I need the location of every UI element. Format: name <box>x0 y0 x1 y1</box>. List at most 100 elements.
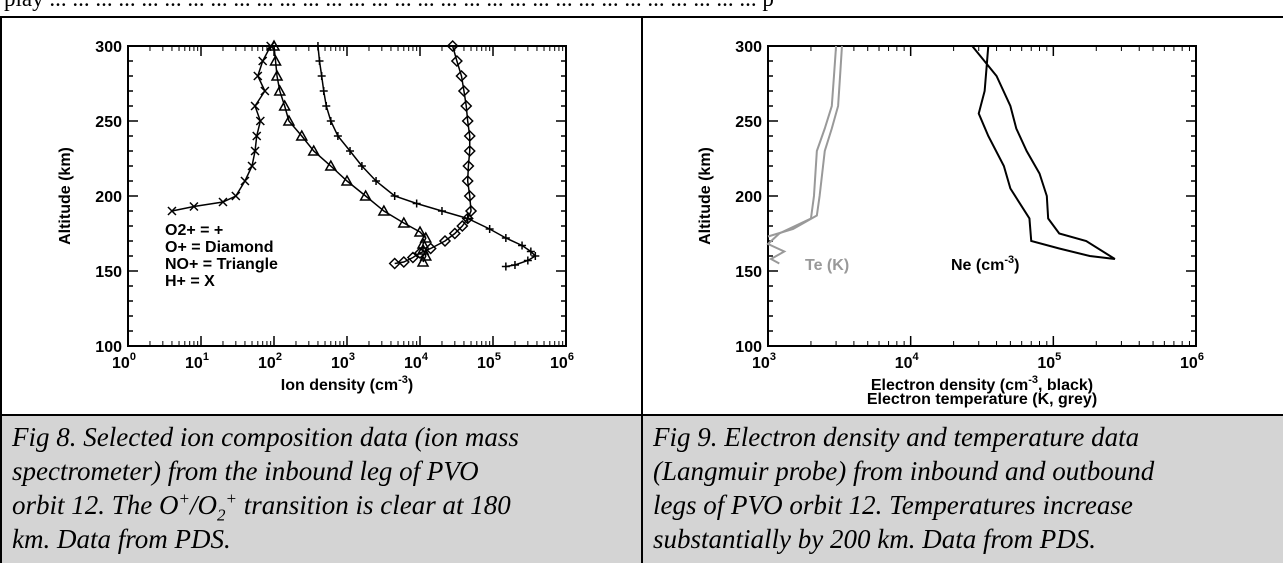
triangle-marker <box>273 84 287 96</box>
diamond-marker <box>450 54 463 68</box>
caption-fig8-line3a: orbit 12. The O <box>12 490 179 520</box>
x-tick-exponent: 6 <box>568 351 574 363</box>
y-tick-label: 100 <box>95 339 122 356</box>
x-tick-label: 104 <box>895 351 920 372</box>
diamond-marker <box>463 129 476 143</box>
triangle-marker <box>413 225 427 237</box>
annotation-ne: Ne (cm-3) <box>951 254 1019 274</box>
table-column-divider <box>641 16 643 563</box>
x-tick-exponent: 6 <box>1198 351 1204 363</box>
caption-fig9-line2: (Langmuir probe) from inbound and outbou… <box>653 456 1155 486</box>
annotation-ne-exp: -3 <box>1004 254 1014 266</box>
x-marker <box>266 41 276 51</box>
legend-entry: H+ = X <box>165 273 215 290</box>
diamond-marker <box>397 255 410 269</box>
y-tick-label: 200 <box>735 189 762 206</box>
legend-entry: O2+ = + <box>165 222 223 239</box>
caption-fig8-line1: Fig 8. Selected ion composition data (io… <box>12 422 519 452</box>
y-tick-label: 300 <box>735 39 762 56</box>
diamond-marker <box>461 174 474 188</box>
x-tick-label: 106 <box>1180 351 1204 372</box>
triangle-marker <box>340 174 354 186</box>
plus-marker <box>315 57 324 65</box>
x-tick-label: 105 <box>1037 351 1061 372</box>
triangle-marker <box>278 99 291 111</box>
plus-marker <box>357 162 366 170</box>
x-tick-exponent: 4 <box>913 351 920 363</box>
diamond-marker <box>388 257 401 270</box>
triangle-marker <box>419 231 433 243</box>
x-tick-label: 102 <box>258 351 282 372</box>
y-tick-label: 100 <box>735 339 762 356</box>
x-tick-label: 100 <box>112 351 136 372</box>
caption-fig8-line2: spectrometer) from the inbound leg of PV… <box>12 456 479 486</box>
plus-marker <box>523 256 532 265</box>
plus-marker <box>510 261 519 269</box>
plus-marker <box>485 225 494 233</box>
triangle-marker <box>416 243 430 255</box>
x-tick-exponent: 3 <box>349 351 355 363</box>
x-marker <box>255 116 265 126</box>
caption-fig8-sup1: + <box>178 489 190 508</box>
triangle-marker <box>377 204 391 216</box>
plus-marker <box>333 132 342 140</box>
x-axis-label-2: Electron temperature (K, grey) <box>867 391 1097 408</box>
diamond-marker <box>406 251 419 264</box>
series-line <box>171 45 272 212</box>
caption-fig8-sup2: + <box>225 489 237 508</box>
caption-fig8: Fig 8. Selected ion composition data (io… <box>2 416 641 563</box>
x-axis-label-exp: -3 <box>398 374 408 386</box>
x-axis-label-end: ) <box>408 377 413 394</box>
x-tick-exponent: 3 <box>770 351 776 363</box>
diamond-marker <box>460 99 473 113</box>
caption-fig9: Fig 9. Electron density and temperature … <box>643 416 1283 563</box>
plus-marker <box>531 252 540 260</box>
caption-fig8-line3c: transition is clear at 180 <box>236 490 511 520</box>
triangle-marker <box>419 249 433 261</box>
y-tick-label: 150 <box>95 264 122 281</box>
y-tick-label: 250 <box>95 114 122 131</box>
x-marker <box>258 56 268 66</box>
plus-marker <box>346 147 355 155</box>
diamond-marker <box>438 234 452 248</box>
diamond-marker <box>461 114 474 128</box>
triangle-marker <box>270 69 284 81</box>
plus-marker <box>412 199 421 208</box>
triangle-marker <box>307 144 320 156</box>
diamond-marker <box>455 69 468 83</box>
y-axis-label: Altitude (km) <box>57 147 74 245</box>
x-marker <box>247 161 257 171</box>
x-tick-label: 104 <box>404 351 429 372</box>
legend-entry: O+ = Diamond <box>165 239 273 256</box>
plus-marker <box>319 87 328 95</box>
x-tick-exponent: 4 <box>422 351 429 363</box>
triangle-marker <box>282 114 296 126</box>
caption-fig8-line4: km. Data from PDS. <box>12 524 231 554</box>
caption-fig9-line4: substantially by 200 km. Data from PDS. <box>653 524 1096 554</box>
x-marker <box>167 206 177 216</box>
triangle-marker <box>324 159 338 171</box>
diamond-marker <box>456 219 469 233</box>
caption-fig8-sub: 2 <box>217 505 226 525</box>
x-tick-label: 105 <box>477 351 501 372</box>
x-tick-label: 103 <box>752 351 776 372</box>
plus-marker <box>313 42 322 50</box>
x-axis-label: Electron density (cm-3, black) <box>871 374 1093 394</box>
triangle-marker <box>295 129 309 141</box>
table-left-border <box>0 16 2 563</box>
caption-fig9-line1: Fig 9. Electron density and temperature … <box>653 422 1140 452</box>
x-axis-label: Ion density (cm-3) <box>281 374 413 394</box>
x-marker <box>252 131 262 141</box>
diamond-marker <box>461 212 474 225</box>
plus-marker <box>322 102 331 110</box>
cut-off-text-line: play ... ... ... ... ... ... ... ... ...… <box>0 0 1283 18</box>
figure-table: 100 150 200 250 300 100 101 102 103 104 105 106 Ion … <box>0 16 1283 563</box>
plus-marker <box>317 72 326 80</box>
x-marker <box>189 201 199 212</box>
series-line <box>766 45 838 265</box>
plus-marker <box>390 192 399 200</box>
caption-fig9-line3: legs of PVO orbit 12. Temperatures incre… <box>653 490 1133 520</box>
triangle-marker <box>269 54 282 66</box>
x-marker <box>231 191 241 201</box>
plus-marker <box>437 207 446 215</box>
